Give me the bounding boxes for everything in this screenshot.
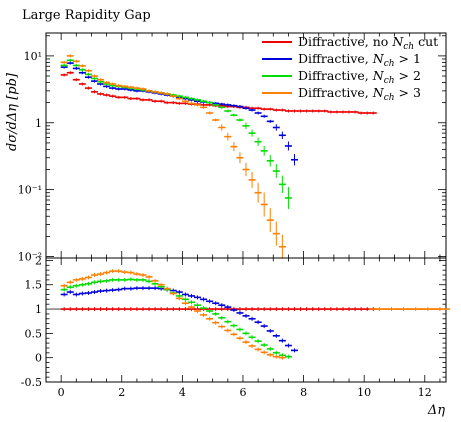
legend-entry: Diffractive, Nch > 1 xyxy=(298,51,421,69)
series-0-markers xyxy=(60,71,377,115)
legend-entry: Diffractive, Nch > 2 xyxy=(298,68,421,86)
legend-entry: Diffractive, Nch > 3 xyxy=(298,85,421,103)
ratio-tick-label: 1 xyxy=(35,303,42,316)
ratio-tick-label: 2 xyxy=(35,254,42,267)
y-tick-label: 1 xyxy=(35,117,42,130)
x-tick-label: 0 xyxy=(58,386,65,399)
y-tick-label: 10⁻² xyxy=(18,251,42,264)
ratio-plot-frame xyxy=(45,257,447,383)
y-axis-label: dσ/dΔη [pb] xyxy=(5,72,20,151)
x-tick-label: 8 xyxy=(300,386,307,399)
x-tick-label: 4 xyxy=(179,386,186,399)
chart-title: Large Rapidity Gap xyxy=(22,8,151,23)
x-tick-label: 2 xyxy=(118,386,125,399)
series-1-ratio-markers xyxy=(60,286,298,353)
ratio-tick-label: 1.5 xyxy=(25,279,43,292)
legend-entry: Diffractive, no Nch cut xyxy=(298,34,438,52)
y-tick-label: 10⁻¹ xyxy=(18,184,42,197)
x-tick-label: 10 xyxy=(357,386,371,399)
ratio-tick-label: 0 xyxy=(35,352,42,365)
ratio-tick-label: 0.5 xyxy=(25,327,43,340)
series-0-ratio-markers xyxy=(60,307,377,312)
main-plot: 10⁻² 10⁻¹ 1 10¹ xyxy=(18,32,447,264)
series-2-ratio-markers xyxy=(60,277,292,359)
ratio-plot: 0 2 4 6 8 10 12 -0.5 0 0.5 1 1.5 2 xyxy=(21,254,450,399)
series-1-markers xyxy=(60,61,298,166)
x-tick-label: 6 xyxy=(239,386,246,399)
series-3-markers xyxy=(60,54,286,259)
series-3-ratio-markers xyxy=(60,269,450,360)
ratio-tick-label: -0.5 xyxy=(21,376,42,389)
y-tick-label: 10¹ xyxy=(24,50,42,63)
x-tick-label: 12 xyxy=(418,386,432,399)
x-axis-label: Δη xyxy=(427,403,445,418)
